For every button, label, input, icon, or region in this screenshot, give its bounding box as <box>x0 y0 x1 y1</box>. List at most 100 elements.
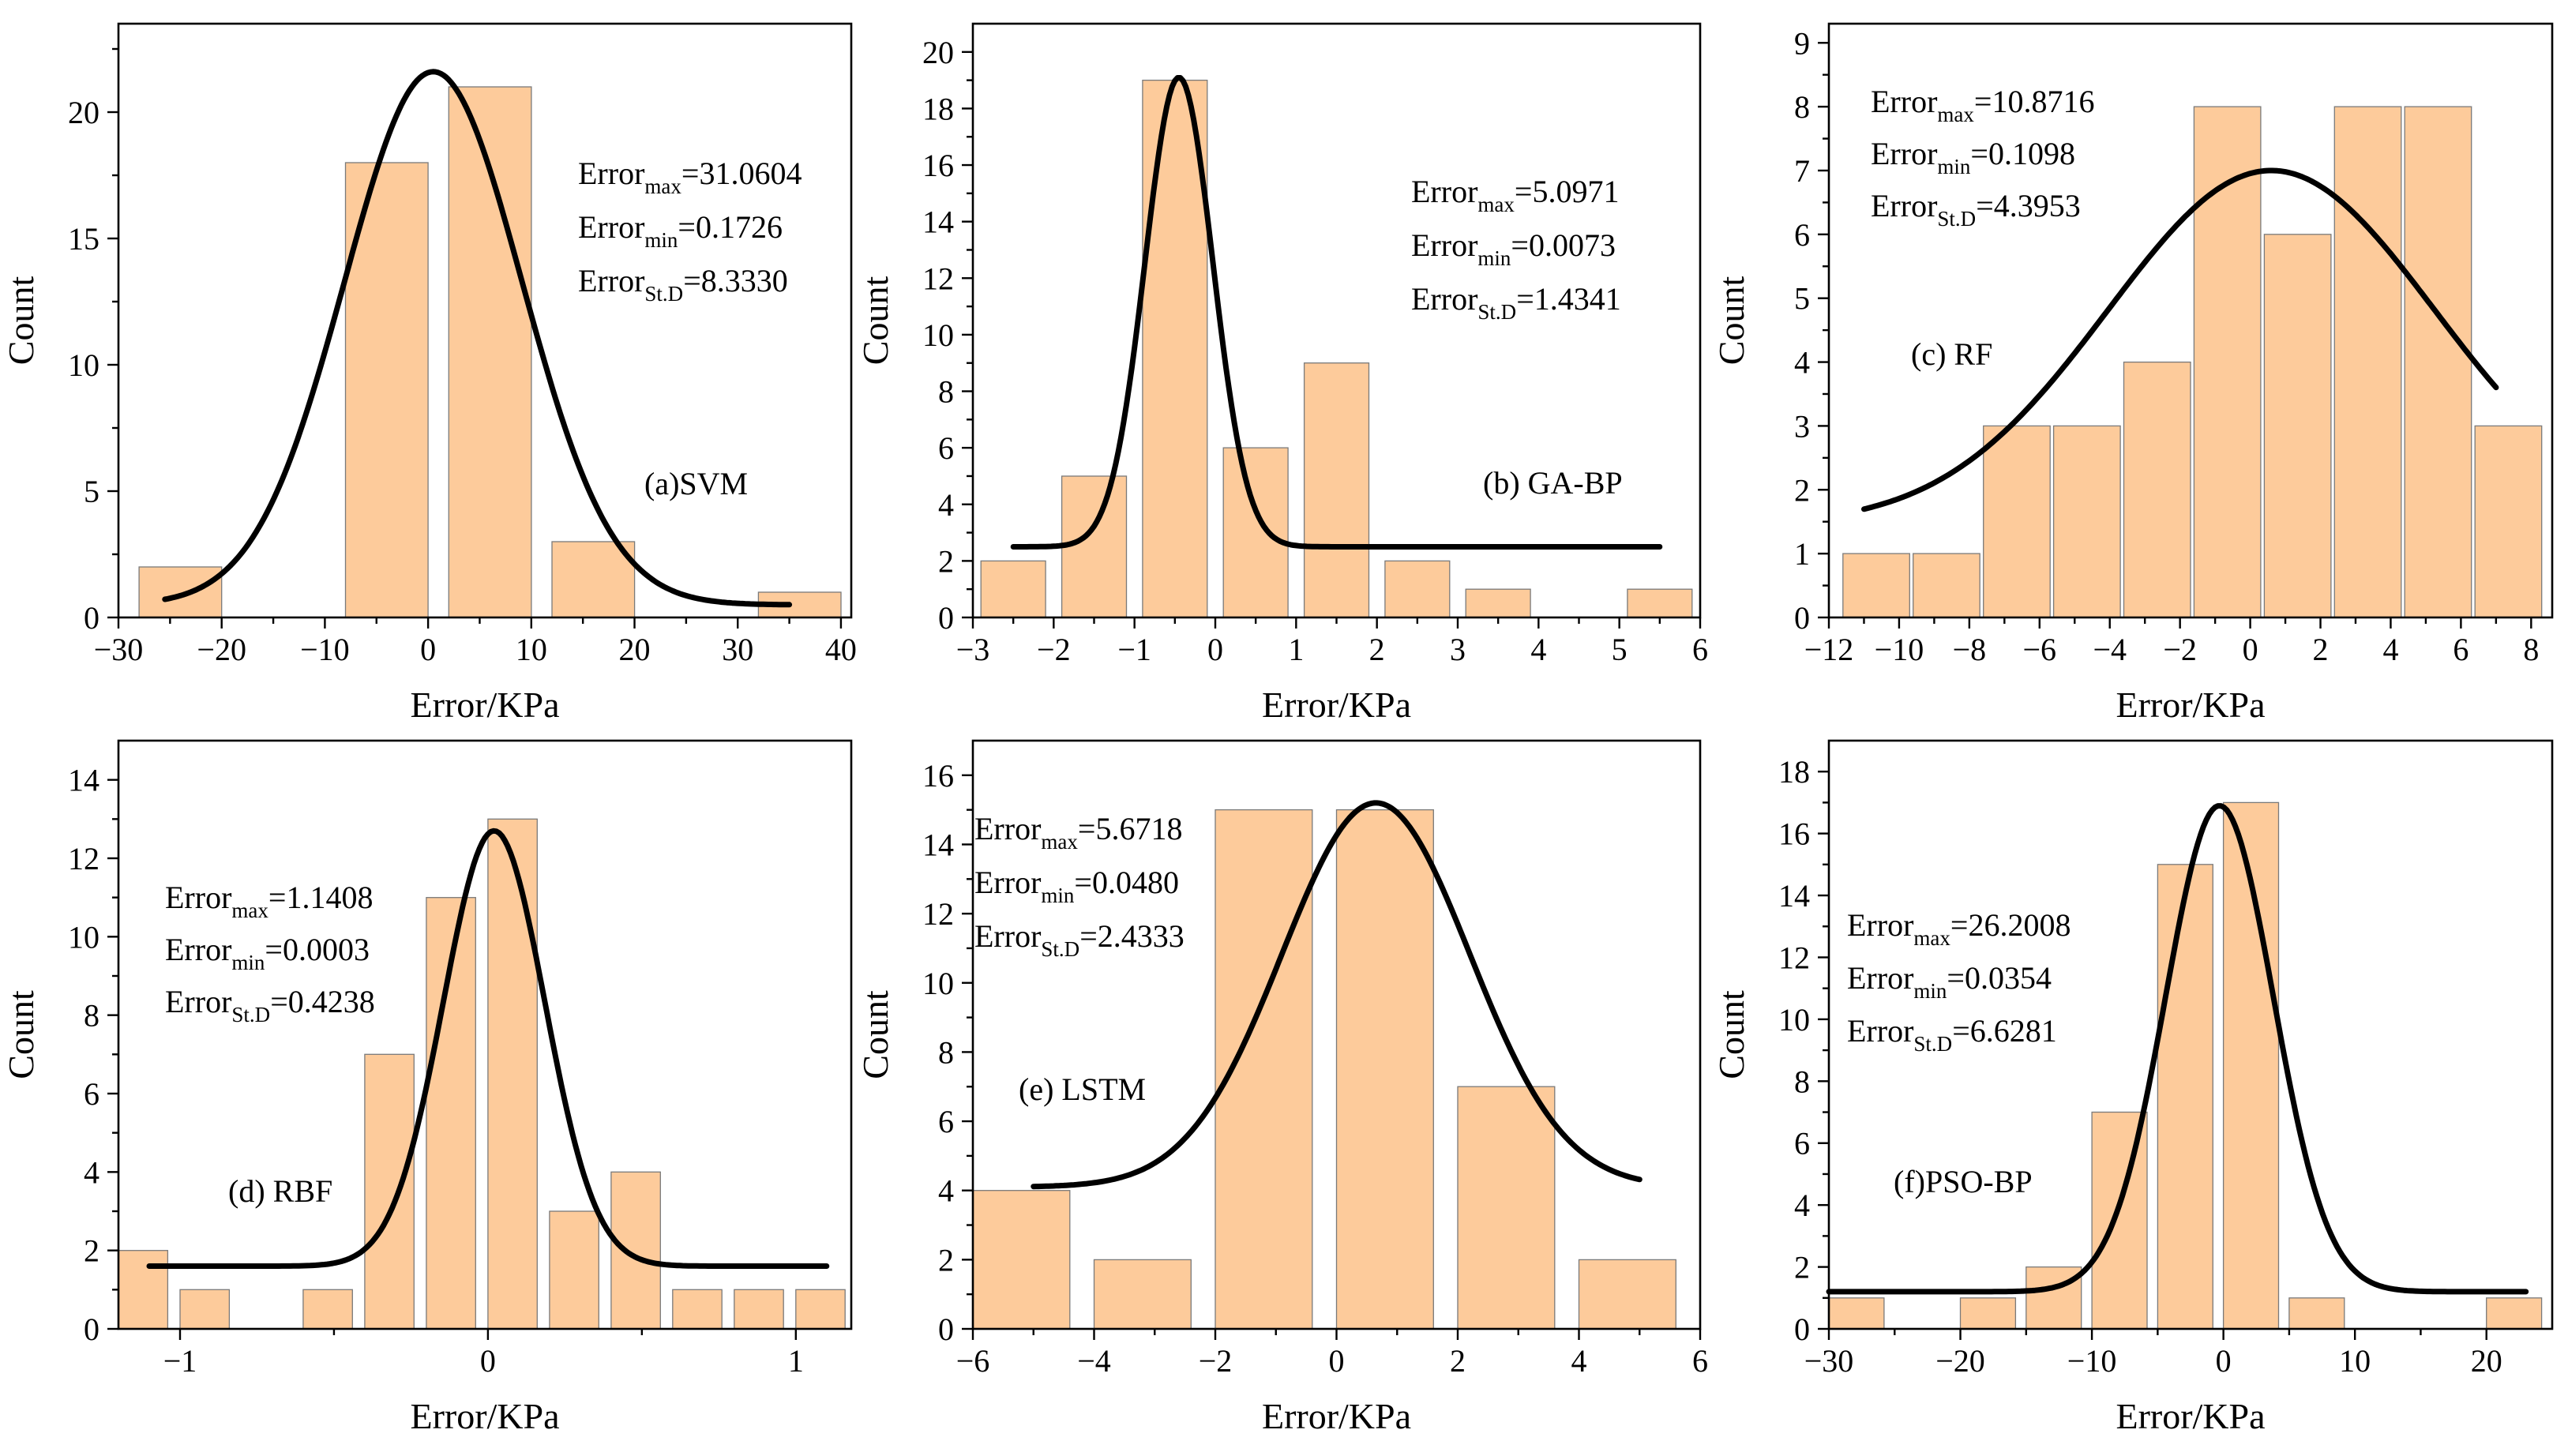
y-tick-label: 16 <box>1778 816 1810 852</box>
stat-annotation: ErrorSt.D=2.4333 <box>974 918 1185 961</box>
histogram-bar <box>734 1289 784 1330</box>
stat-annotation: Errormax=5.6718 <box>974 811 1182 854</box>
plot-frame <box>117 22 853 619</box>
x-tick-label: −30 <box>1804 1343 1854 1379</box>
x-tick-label: 0 <box>1207 632 1223 667</box>
y-tick-label: 0 <box>938 600 954 636</box>
x-tick-label: 8 <box>2523 632 2539 667</box>
stat-subscript: max <box>1937 103 1974 126</box>
histogram-bar <box>1842 553 1910 618</box>
y-tick-label: 15 <box>68 221 99 257</box>
normal-fit-curve <box>1010 75 1663 550</box>
stat-annotation: Errormax=1.1408 <box>165 880 373 922</box>
normal-fit-curve <box>162 69 793 608</box>
stat-subscript: St.D <box>1477 300 1516 324</box>
y-tick-label: 7 <box>1794 153 1810 189</box>
stat-subscript: St.D <box>644 282 683 306</box>
x-axis-label: Error/KPa <box>410 1396 559 1436</box>
y-tick-label: 0 <box>84 600 99 636</box>
stat-label: Error <box>165 984 231 1019</box>
x-axis-label: Error/KPa <box>2116 1396 2265 1436</box>
y-tick-label: 4 <box>1794 1188 1810 1223</box>
y-axis-label: Count <box>1711 990 1751 1079</box>
x-tick-label: 40 <box>825 632 857 667</box>
stat-value: =8.3330 <box>683 263 788 298</box>
x-axis-label: Error/KPa <box>1262 1396 1411 1436</box>
x-tick-label: 0 <box>2216 1343 2232 1379</box>
y-tick-label: 5 <box>84 474 99 509</box>
stat-value: =31.0604 <box>681 156 802 191</box>
x-tick-label: 0 <box>420 632 436 667</box>
x-tick-label: 30 <box>722 632 753 667</box>
stat-label: Error <box>165 880 231 915</box>
x-tick-label: −2 <box>1199 1343 1233 1379</box>
histogram-bar <box>1093 1259 1192 1330</box>
y-tick-label: 1 <box>1794 536 1810 572</box>
x-tick-label: 0 <box>2243 632 2258 667</box>
stat-label: Error <box>578 209 644 245</box>
stat-label: Error <box>974 865 1041 900</box>
x-tick-label: 1 <box>1288 632 1304 667</box>
x-tick-label: 0 <box>1329 1343 1345 1379</box>
stat-subscript: min <box>1477 246 1511 270</box>
panel-label: (d) RBF <box>228 1173 332 1209</box>
y-axis-label: Count <box>855 990 895 1079</box>
histogram-bar <box>1061 475 1128 618</box>
histogram-bar <box>2263 234 2332 618</box>
stat-subscript: max <box>1041 830 1078 854</box>
stat-label: Error <box>1871 84 1937 119</box>
x-tick-label: 10 <box>516 632 547 667</box>
stat-label: Error <box>578 156 644 191</box>
x-tick-label: 4 <box>2382 632 2398 667</box>
stat-value: =4.3953 <box>1976 188 2081 223</box>
x-tick-label: 4 <box>1530 632 1546 667</box>
y-tick-label: 6 <box>938 430 954 466</box>
stat-subscript: St.D <box>231 1003 270 1026</box>
x-tick-label: 0 <box>480 1343 496 1379</box>
x-tick-label: 1 <box>788 1343 804 1379</box>
stat-label: Error <box>1411 227 1477 263</box>
y-axis-label: Count <box>1711 276 1751 366</box>
histogram-bar <box>795 1289 846 1330</box>
stat-value: =5.6718 <box>1078 811 1183 846</box>
y-tick-label: 0 <box>1794 600 1810 636</box>
histogram-bar <box>1627 588 1693 618</box>
y-tick-label: 10 <box>1778 1002 1810 1038</box>
stat-label: Error <box>1871 136 1937 171</box>
y-tick-label: 16 <box>922 148 954 183</box>
y-axis-label: Count <box>1 990 41 1079</box>
histogram-bar <box>980 560 1046 618</box>
histogram-bar <box>972 1190 1071 1330</box>
histogram-bar <box>2288 1297 2345 1330</box>
stat-value: =0.0073 <box>1511 227 1616 263</box>
x-tick-label: 2 <box>1369 632 1385 667</box>
stat-value: =10.8716 <box>1974 84 2095 119</box>
stat-value: =0.0480 <box>1074 865 1179 900</box>
x-tick-label: −3 <box>956 632 990 667</box>
stat-label: Error <box>1411 174 1477 209</box>
stat-annotation: Errormax=26.2008 <box>1847 907 2071 950</box>
histogram-bar <box>2193 106 2262 618</box>
y-tick-label: 3 <box>1794 408 1810 444</box>
histogram-bar <box>551 541 636 618</box>
y-tick-label: 0 <box>938 1312 954 1347</box>
y-tick-label: 12 <box>68 841 99 876</box>
x-axis-label: Error/KPa <box>1262 685 1411 725</box>
stat-subscript: max <box>1477 193 1515 216</box>
stat-value: =1.4341 <box>1516 281 1621 317</box>
histogram-bar <box>1335 809 1434 1330</box>
x-tick-label: 10 <box>2339 1343 2371 1379</box>
stat-label: Error <box>1847 1013 1913 1049</box>
histogram-bar <box>549 1210 599 1330</box>
histogram-bar <box>672 1289 723 1330</box>
histogram-bar <box>1983 425 2051 618</box>
stat-subscript: max <box>231 899 268 922</box>
x-tick-label: −10 <box>1875 632 1924 667</box>
stat-subscript: St.D <box>1041 937 1079 961</box>
x-tick-label: 2 <box>1450 1343 1466 1379</box>
histogram-bar <box>1913 553 1980 618</box>
y-axis-label: Count <box>1 276 41 366</box>
y-tick-label: 2 <box>1794 1250 1810 1285</box>
stat-annotation: Errormin=0.1726 <box>578 209 783 252</box>
